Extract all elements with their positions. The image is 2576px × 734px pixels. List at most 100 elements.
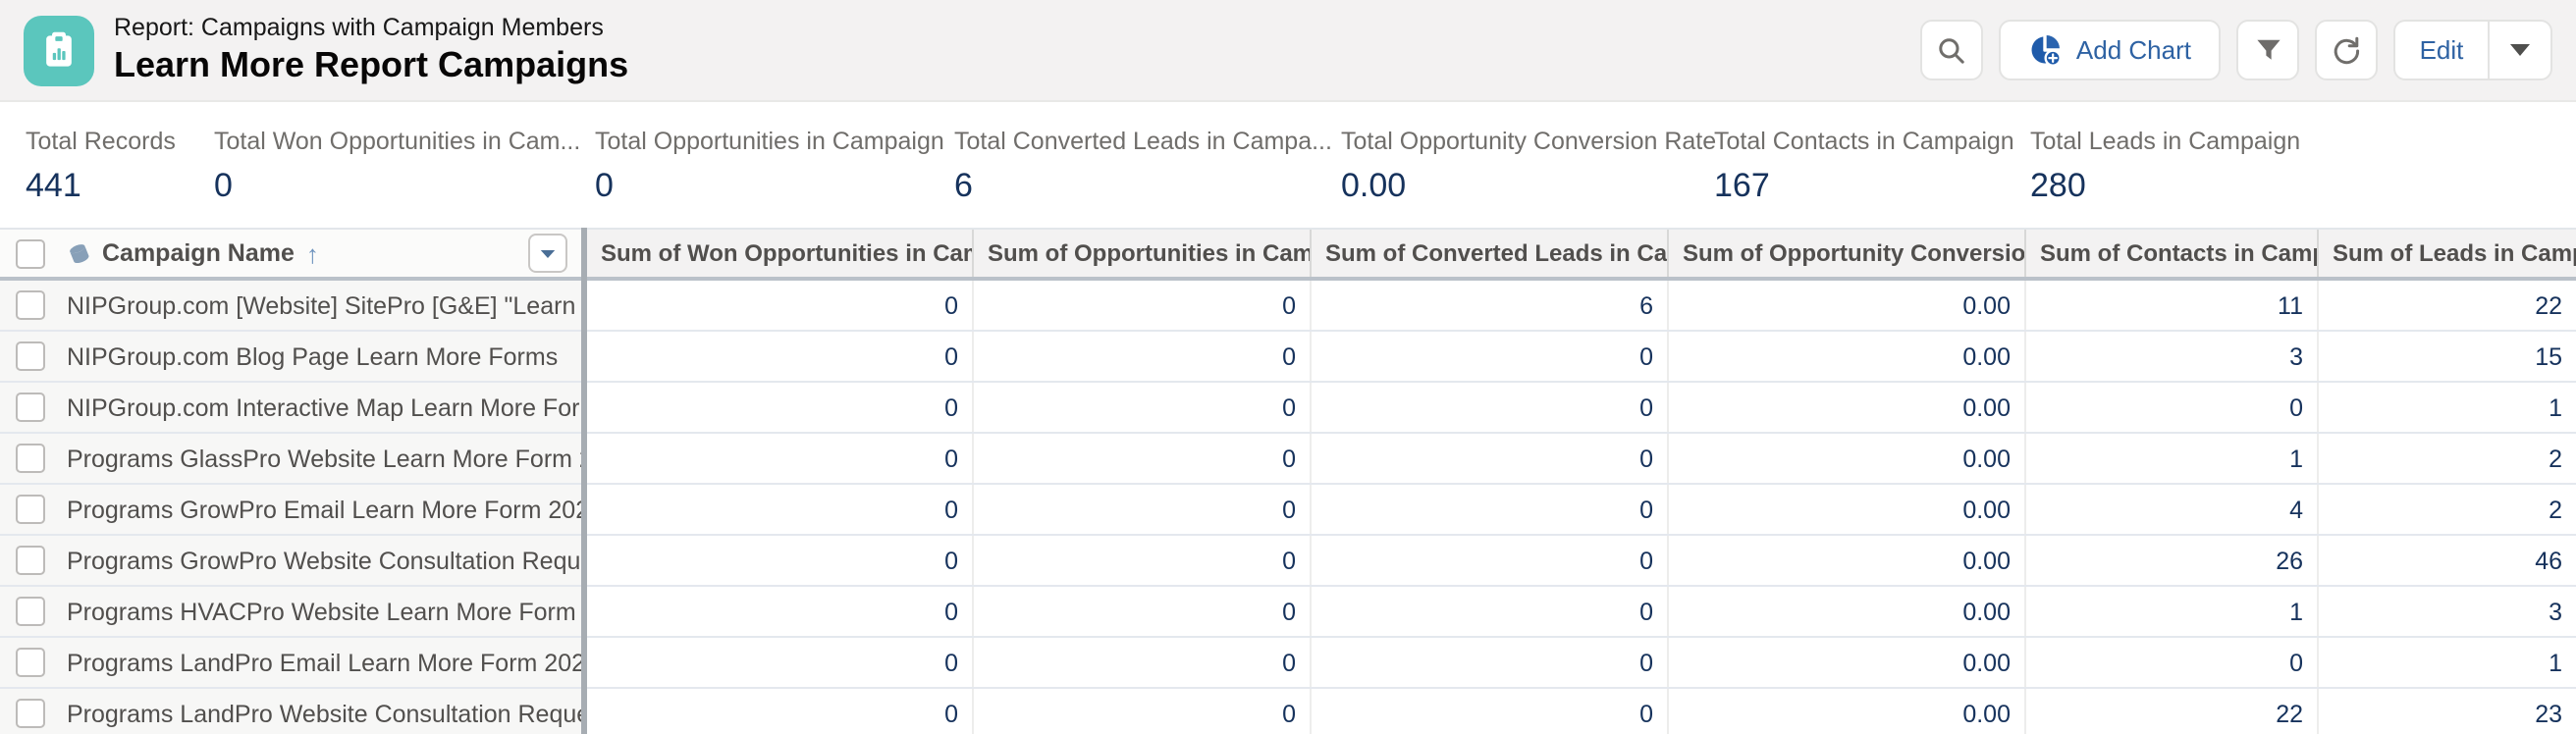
value-cell: 0	[585, 689, 972, 734]
value-cell: 0.00	[1667, 689, 2024, 734]
value-cell: 0	[585, 587, 972, 636]
report-icon	[24, 15, 94, 85]
report-type-label: Report: Campaigns with Campaign Members	[114, 14, 604, 42]
value-cell: 0	[972, 434, 1310, 483]
edit-button[interactable]: Edit	[2393, 20, 2488, 80]
value-cell: 0	[585, 383, 972, 432]
value-cell: 2	[2317, 434, 2576, 483]
row-checkbox-cell	[0, 434, 59, 483]
table-row: NIPGroup.com Interactive Map Learn More …	[0, 383, 2576, 434]
campaign-name-cell[interactable]: Programs HVACPro Website Learn More Form…	[59, 587, 585, 636]
more-actions-button[interactable]	[2488, 20, 2552, 80]
select-all-checkbox[interactable]	[16, 238, 45, 268]
row-checkbox[interactable]	[16, 597, 45, 626]
column-menu-caret-icon	[540, 249, 556, 257]
row-checkbox[interactable]	[16, 648, 45, 677]
value-cell: 0	[1310, 536, 1667, 585]
campaign-name-cell[interactable]: Programs GrowPro Email Learn More Form 2…	[59, 485, 585, 534]
value-cell: 0	[585, 536, 972, 585]
row-checkbox[interactable]	[16, 546, 45, 575]
column-menu-button[interactable]	[528, 234, 567, 273]
column-header-2[interactable]: Sum of Opportunities in Campaign	[972, 230, 1310, 277]
column-header-1[interactable]: Sum of Won Opportunities in Campaign	[585, 230, 972, 277]
campaign-name-cell[interactable]: NIPGroup.com [Website] SitePro [G&E] "Le…	[59, 281, 585, 330]
frozen-column-divider[interactable]	[581, 228, 587, 734]
campaign-name-text: NIPGroup.com [Website] SitePro [G&E] "Le…	[67, 291, 585, 319]
value-cell: 0	[1310, 587, 1667, 636]
column-header-3[interactable]: Sum of Converted Leads in Campaign	[1310, 230, 1667, 277]
summary-metrics-row: Total Records 441 Total Won Opportunities …	[0, 102, 2576, 228]
row-checkbox[interactable]	[16, 495, 45, 524]
row-checkbox-cell	[0, 638, 59, 687]
report-table: Campaign Name ↑ Sum of Won Opportunities…	[0, 228, 2576, 734]
table-row: NIPGroup.com [Website] SitePro [G&E] "Le…	[0, 281, 2576, 332]
grouping-icon	[70, 243, 89, 263]
filter-button[interactable]	[2236, 20, 2299, 80]
value-cell: 0	[1310, 383, 1667, 432]
value-cell: 0.00	[1667, 485, 2024, 534]
campaign-name-cell[interactable]: Programs GlassPro Website Learn More For…	[59, 434, 585, 483]
campaign-name-cell[interactable]: Programs LandPro Website Consultation Re…	[59, 689, 585, 734]
value-cell: 0	[585, 332, 972, 381]
metric-value: 280	[2030, 167, 2086, 204]
row-checkbox[interactable]	[16, 290, 45, 320]
row-checkbox[interactable]	[16, 444, 45, 473]
row-checkbox-cell	[0, 281, 59, 330]
campaign-name-cell[interactable]: Programs GrowPro Website Consultation Re…	[59, 536, 585, 585]
campaign-name-cell[interactable]: NIPGroup.com Blog Page Learn More Forms	[59, 332, 585, 381]
value-cell: 0	[972, 638, 1310, 687]
search-icon	[1940, 37, 1965, 63]
edit-button-group: Edit	[2393, 20, 2552, 80]
refresh-button[interactable]	[2315, 20, 2378, 80]
table-row: Programs LandPro Website Consultation Re…	[0, 689, 2576, 734]
campaign-name-header[interactable]: Campaign Name ↑	[59, 230, 585, 277]
table-row: Programs GlassPro Website Learn More For…	[0, 434, 2576, 485]
row-checkbox[interactable]	[16, 341, 45, 371]
value-cell: 0	[972, 332, 1310, 381]
row-checkbox[interactable]	[16, 699, 45, 728]
metric-label: Total Leads in Campaign	[2030, 128, 2301, 155]
row-checkbox[interactable]	[16, 393, 45, 422]
table-header-row: Campaign Name ↑ Sum of Won Opportunities…	[0, 228, 2576, 281]
column-header-5[interactable]: Sum of Contacts in Campaign	[2024, 230, 2317, 277]
value-cell: 3	[2024, 332, 2317, 381]
add-chart-button[interactable]: Add Chart	[1999, 20, 2221, 80]
value-cell: 0	[972, 536, 1310, 585]
search-button[interactable]	[1920, 20, 1984, 80]
table-row: NIPGroup.com Blog Page Learn More Forms 0…	[0, 332, 2576, 383]
campaign-name-text: Programs LandPro Email Learn More Form 2…	[67, 649, 585, 676]
metric-label: Total Opportunity Conversion Rate	[1341, 128, 1717, 155]
row-checkbox-cell	[0, 485, 59, 534]
chevron-down-icon	[2510, 44, 2530, 56]
metric-5: Total Opportunity Conversion Rate 0.00	[1341, 128, 1716, 206]
campaign-name-cell[interactable]: Programs LandPro Email Learn More Form 2…	[59, 638, 585, 687]
metric-2: Total Won Opportunities in Cam... 0	[214, 128, 580, 206]
column-header-4[interactable]: Sum of Opportunity Conversion Rate	[1667, 230, 2024, 277]
title-block: Report: Campaigns with Campaign Members …	[114, 15, 628, 85]
value-cell: 1	[2317, 383, 2576, 432]
report-header-bar: Report: Campaigns with Campaign Members …	[0, 0, 2576, 102]
value-cell: 0.00	[1667, 383, 2024, 432]
value-cell: 0	[1310, 689, 1667, 734]
metric-4: Total Converted Leads in Campa... 6	[954, 128, 1332, 206]
column-header-6[interactable]: Sum of Leads in Campaign	[2317, 230, 2576, 277]
campaign-name-text: NIPGroup.com Blog Page Learn More Forms	[67, 342, 559, 370]
row-checkbox-cell	[0, 689, 59, 734]
value-cell: 0	[1310, 332, 1667, 381]
metric-value: 6	[954, 167, 973, 204]
campaign-name-text: Programs GrowPro Website Consultation Re…	[67, 547, 585, 574]
value-cell: 1	[2024, 434, 2317, 483]
row-checkbox-cell	[0, 587, 59, 636]
campaign-name-text: Programs HVACPro Website Learn More Form…	[67, 598, 585, 625]
campaign-name-cell[interactable]: NIPGroup.com Interactive Map Learn More …	[59, 383, 585, 432]
value-cell: 0	[1310, 485, 1667, 534]
value-cell: 22	[2024, 689, 2317, 734]
campaign-name-text: Programs GrowPro Email Learn More Form 2…	[67, 496, 585, 523]
value-cell: 4	[2024, 485, 2317, 534]
value-cell: 2	[2317, 485, 2576, 534]
filter-icon	[2256, 39, 2280, 60]
sort-ascending-icon: ↑	[305, 238, 319, 268]
clipboard-chart-glyph	[46, 30, 72, 66]
value-cell: 11	[2024, 281, 2317, 330]
value-cell: 0	[2024, 638, 2317, 687]
